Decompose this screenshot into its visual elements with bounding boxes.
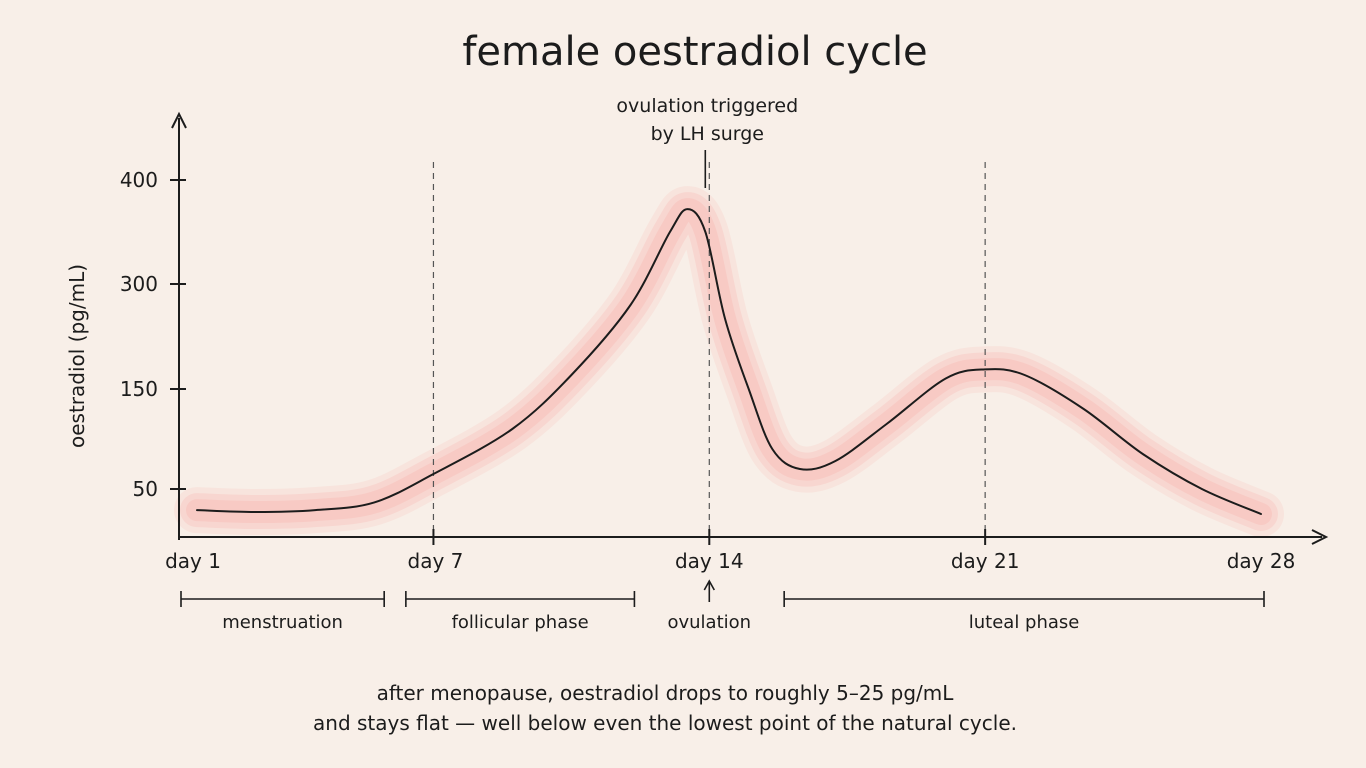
footnote-line-2: and stays flat — well below even the low… [313, 711, 1017, 735]
phase-bracket-menstruation [180, 591, 385, 607]
y-tick-label-50: 50 [133, 477, 158, 501]
annotation-text-line-2: by LH surge [651, 123, 764, 145]
y-ticks: 50 150 300 400 [120, 168, 186, 501]
phase-label-ovulation: ovulation [667, 612, 751, 633]
x-ticks: day 1 day 7 day 14 day 21 day 28 [165, 529, 1295, 573]
oestradiol-series-line [196, 208, 1262, 515]
x-tick-label-7: day 7 [408, 549, 464, 573]
footnote-line-1: after menopause, oestradiol drops to rou… [377, 681, 955, 705]
x-axis-arrow-icon [1311, 529, 1329, 545]
y-tick-label-300: 300 [120, 272, 158, 296]
chart-title: female oestradiol cycle [462, 29, 927, 75]
phase-brackets: menstruation follicular phase ovulation lut… [180, 579, 1265, 633]
x-tick-label-28: day 28 [1227, 549, 1296, 573]
phase-bracket-follicular-phase [405, 591, 636, 607]
x-tick-label-14: day 14 [675, 549, 744, 573]
x-tick-label-1: day 1 [165, 549, 221, 573]
series-line-layer [196, 208, 1262, 515]
y-axis-arrow-icon [171, 111, 187, 129]
phase-label-follicular-phase: follicular phase [452, 612, 589, 633]
reference-lines [432, 162, 986, 537]
phase-arrow-icon-ovulation [703, 579, 715, 602]
annotations: ovulation triggered by LH surge [616, 95, 798, 188]
phase-bracket-luteal-phase [783, 591, 1265, 607]
y-tick-label-150: 150 [120, 377, 158, 401]
variability-band [174, 186, 1284, 537]
phase-label-luteal-phase: luteal phase [969, 612, 1080, 633]
annotation-text-line-1: ovulation triggered [616, 95, 798, 117]
y-tick-label-400: 400 [120, 168, 158, 192]
phase-label-menstruation: menstruation [222, 612, 343, 633]
x-tick-label-21: day 21 [951, 549, 1020, 573]
y-axis-label: oestradiol (pg/mL) [65, 264, 89, 448]
